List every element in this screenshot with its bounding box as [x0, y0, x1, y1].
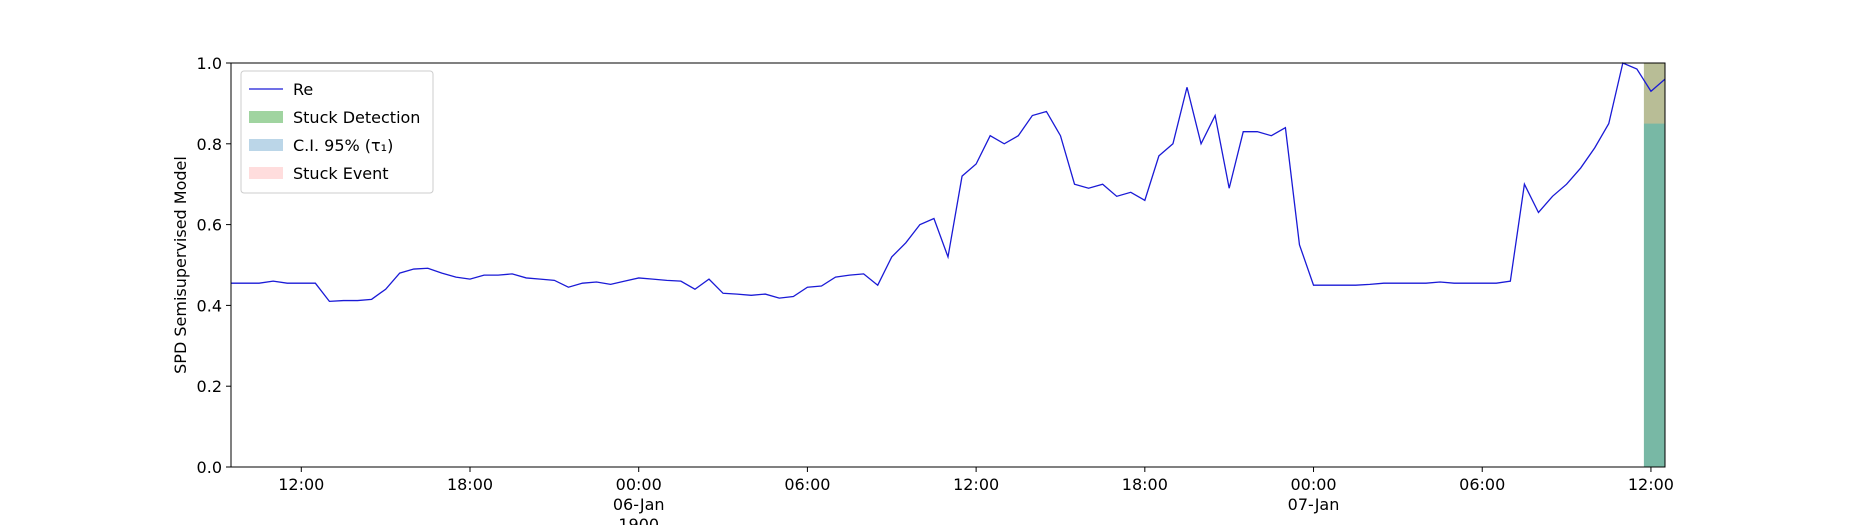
y-tick-label: 0.6	[197, 216, 222, 235]
legend-box	[240, 70, 434, 194]
axes-frame	[230, 62, 1666, 468]
x-tick-label: 00:00	[616, 475, 662, 494]
region	[1643, 63, 1665, 467]
legend-swatch	[249, 139, 283, 151]
y-tick-label: 1.0	[197, 54, 222, 73]
y-tick-label: 0.8	[197, 135, 222, 154]
region	[1643, 123, 1665, 467]
y-tick-label: 0.2	[197, 377, 222, 396]
region	[1643, 63, 1665, 124]
legend-label: Stuck Detection	[293, 108, 420, 127]
x-tick-label: 12:00	[1628, 475, 1674, 494]
x-tick-label: 12:00	[278, 475, 324, 494]
x-tick-label: 18:00	[447, 475, 493, 494]
x-tick-label: 06-Jan	[613, 495, 665, 514]
legend-label: Re	[293, 80, 313, 99]
x-tick-label: 1900	[618, 515, 659, 525]
legend-label: C.I. 95% (τ₁)	[293, 136, 393, 155]
legend-label: Stuck Event	[293, 164, 389, 183]
x-tick-label: 18:00	[1122, 475, 1168, 494]
x-tick-label: 06:00	[1459, 475, 1505, 494]
line	[231, 62, 1666, 303]
legend-swatch	[249, 167, 283, 179]
legend-swatch	[249, 111, 283, 123]
x-tick-label: 06:00	[784, 475, 830, 494]
y-tick-label: 0.0	[197, 458, 222, 477]
y-tick-label: 0.4	[197, 296, 222, 315]
x-tick-label: 07-Jan	[1288, 495, 1340, 514]
y-axis-label: SPD Semisupervised Model	[171, 156, 190, 374]
x-tick-label: 12:00	[953, 475, 999, 494]
x-tick-label: 00:00	[1290, 475, 1336, 494]
